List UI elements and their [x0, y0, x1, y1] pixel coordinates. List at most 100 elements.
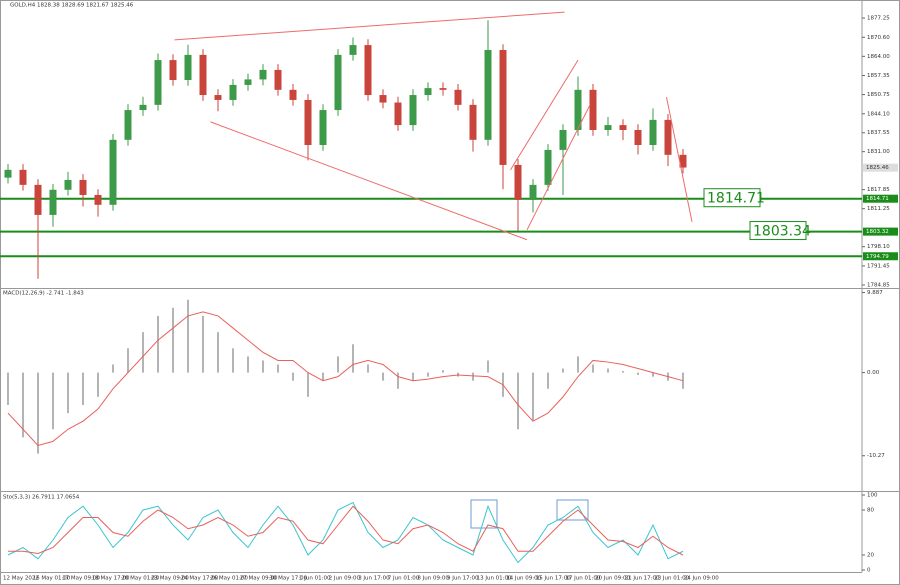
x-tick-label: 15 Jun 17:00 — [536, 576, 571, 582]
candle-body — [424, 88, 432, 96]
price-tag — [863, 163, 898, 172]
y-tick-label: 1837.55 — [867, 130, 890, 136]
candle-body — [229, 84, 237, 100]
y-tick-label: 1844.10 — [867, 111, 890, 117]
candle-body — [634, 129, 642, 146]
level-label: 1803.32 — [866, 229, 889, 235]
x-tick-label: 13 Jun 01:00 — [477, 576, 512, 582]
candle-body — [124, 110, 132, 140]
y-tick-label: 1831.00 — [867, 149, 890, 155]
trendline — [210, 121, 528, 241]
macd-bar — [232, 348, 234, 373]
macd-bar — [307, 372, 309, 397]
macd-bar — [472, 372, 474, 381]
signal-line — [7, 311, 684, 447]
macd-bar — [442, 370, 444, 373]
macd-bar — [82, 372, 84, 405]
candle-body — [529, 184, 537, 200]
highlight-box — [556, 499, 589, 521]
y-tick-label: 1817.85 — [867, 187, 890, 193]
macd-bar — [652, 372, 654, 377]
y-tick-label: 1864.00 — [867, 54, 890, 60]
level-tag — [863, 227, 898, 236]
macd-bar — [52, 372, 54, 430]
candle-body — [34, 184, 42, 215]
macd-bar — [202, 315, 204, 373]
candle-body — [304, 99, 312, 146]
candle-body — [619, 125, 627, 130]
candle-body — [94, 194, 102, 205]
trendline — [526, 104, 591, 231]
macd-bar — [607, 368, 609, 373]
stoch-line — [7, 501, 684, 564]
candle-body — [574, 89, 582, 130]
annotation-label: 1803.34 — [753, 224, 811, 240]
candle-body — [364, 45, 372, 96]
y-tick-label: 0 — [867, 568, 871, 574]
macd-bar — [217, 332, 219, 373]
candle-body — [559, 129, 567, 150]
x-tick-label: 18 May 17:00 — [92, 576, 130, 582]
macd-title: MACD(12,26,9) -2.741 -1.843 — [3, 291, 84, 297]
macd-bar — [277, 364, 279, 373]
macd-bar — [367, 364, 369, 373]
y-tick-label: 0.00 — [867, 370, 880, 376]
x-tick-label: 8 Jun 09:00 — [417, 576, 449, 582]
candle-body — [64, 179, 72, 190]
y-tick-label: 9.887 — [867, 290, 883, 296]
candle-body — [19, 169, 27, 185]
annotation-box — [749, 221, 807, 241]
macd-bar — [67, 372, 69, 414]
level-label: 1814.71 — [866, 196, 889, 202]
y-tick-label: -10.27 — [867, 453, 885, 459]
candle-body — [244, 79, 252, 85]
x-tick-label: 9 Jun 17:00 — [447, 576, 479, 582]
x-tick-label: 16 May 01:00 — [33, 576, 71, 582]
y-tick-label: 1870.60 — [867, 35, 890, 41]
candle-body — [139, 104, 147, 111]
candle-body — [469, 104, 477, 140]
macd-bar — [547, 372, 549, 389]
y-tick-label: 1850.75 — [867, 92, 890, 98]
candle-body — [454, 89, 462, 105]
candle-body — [184, 54, 192, 81]
x-tick-label: 20 Jun 09:00 — [595, 576, 630, 582]
macd-bar — [22, 372, 24, 438]
candle-body — [199, 54, 207, 96]
macd-bar — [532, 372, 534, 422]
candle-body — [484, 49, 492, 140]
macd-bar — [127, 348, 129, 373]
x-tick-label: 1 Jun 01:00 — [299, 576, 331, 582]
x-tick-label: 30 May 17:00 — [269, 576, 307, 582]
macd-bar — [247, 356, 249, 373]
y-tick-label: 1798.10 — [867, 244, 890, 250]
x-tick-label: 20 May 01:00 — [121, 576, 159, 582]
macd-bar — [487, 360, 489, 373]
candle-body — [604, 125, 612, 130]
x-tick-label: 26 May 01:00 — [210, 576, 248, 582]
x-tick-label: 24 Jun 09:00 — [684, 576, 719, 582]
x-tick-label: 12 May 2022 — [3, 576, 39, 582]
x-tick-label: 3 Jun 17:00 — [358, 576, 390, 582]
candle-body — [499, 49, 507, 165]
candle-body — [409, 95, 417, 126]
macd-bar — [262, 360, 264, 373]
macd-bar — [577, 356, 579, 373]
macd-bar — [382, 372, 384, 381]
y-tick-label: 1791.45 — [867, 263, 890, 269]
candle-body — [439, 88, 447, 90]
macd-bar — [112, 364, 114, 373]
macd-bar — [592, 364, 594, 373]
macd-bar — [292, 372, 294, 381]
candle-body — [319, 110, 327, 146]
macd-bar — [562, 368, 564, 373]
candle-body — [349, 45, 357, 55]
annotation-label: 1814.71 — [707, 191, 765, 207]
x-tick-label: 23 Jun 01:00 — [654, 576, 689, 582]
y-tick-label: 100 — [867, 493, 878, 499]
candle-body — [274, 69, 282, 90]
candle-body — [214, 95, 222, 100]
candle-body — [289, 89, 297, 100]
y-tick-label: 1857.35 — [867, 73, 890, 79]
x-tick-label: 24 May 17:00 — [181, 576, 219, 582]
